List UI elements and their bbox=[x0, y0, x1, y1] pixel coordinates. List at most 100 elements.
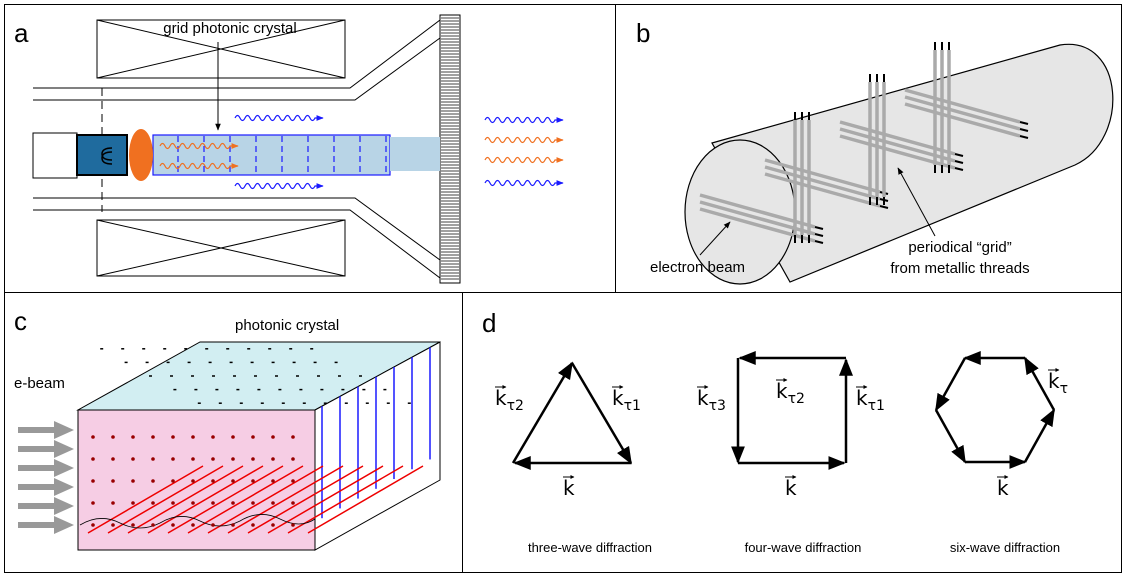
dot bbox=[211, 435, 215, 439]
dot bbox=[151, 457, 155, 461]
dot bbox=[251, 479, 255, 483]
dot bbox=[271, 435, 275, 439]
vector-label: k bbox=[563, 476, 575, 500]
dot bbox=[191, 523, 195, 527]
dot bbox=[131, 501, 135, 505]
caption: three-wave diffraction bbox=[528, 540, 652, 555]
crystal-label: photonic crystal bbox=[235, 317, 339, 334]
vector-label: kτ1 bbox=[612, 386, 641, 414]
vector-base: k bbox=[776, 379, 788, 403]
grid-label: periodical “grid” bbox=[908, 239, 1011, 256]
dot bbox=[111, 457, 115, 461]
beam-arrow bbox=[18, 516, 74, 534]
vector-label: k bbox=[785, 476, 797, 500]
dot bbox=[251, 523, 255, 527]
dot bbox=[271, 479, 275, 483]
panel-letter: d bbox=[482, 308, 496, 338]
dot bbox=[131, 435, 135, 439]
dot bbox=[291, 523, 295, 527]
vector-sub: τ1 bbox=[624, 398, 641, 414]
dot bbox=[231, 501, 235, 505]
vector-label: k bbox=[997, 476, 1009, 500]
panel-b: b electron beam periodical “grid” from m… bbox=[636, 18, 1113, 284]
dot bbox=[291, 479, 295, 483]
beam-arrow bbox=[18, 421, 74, 439]
vector-base: k bbox=[856, 386, 868, 410]
beam-arrow bbox=[18, 440, 74, 458]
dot bbox=[251, 501, 255, 505]
vector-label: kτ3 bbox=[697, 386, 726, 414]
panel-letter: c bbox=[14, 306, 27, 336]
dot bbox=[251, 457, 255, 461]
wave bbox=[235, 184, 323, 189]
dot bbox=[171, 501, 175, 505]
dot bbox=[191, 479, 195, 483]
vector-sub: τ1 bbox=[868, 398, 885, 414]
panel-letter: a bbox=[14, 18, 29, 48]
beam-arrow bbox=[18, 497, 74, 515]
dot bbox=[191, 501, 195, 505]
vector-label: kτ2 bbox=[776, 379, 805, 407]
vector-base: k bbox=[997, 476, 1009, 500]
dot bbox=[91, 457, 95, 461]
vector-base: k bbox=[697, 386, 709, 410]
dot bbox=[131, 523, 135, 527]
dot bbox=[211, 501, 215, 505]
vector-base: k bbox=[1048, 369, 1060, 393]
dot bbox=[91, 523, 95, 527]
dot bbox=[211, 523, 215, 527]
dot bbox=[151, 523, 155, 527]
dot bbox=[151, 435, 155, 439]
dot bbox=[291, 501, 295, 505]
dot bbox=[271, 457, 275, 461]
beam-label: electron beam bbox=[650, 259, 745, 276]
crystal-label: grid photonic crystal bbox=[163, 20, 296, 37]
dot bbox=[171, 457, 175, 461]
beam-arrow bbox=[18, 459, 74, 477]
dot bbox=[231, 479, 235, 483]
figure: a grid photonic crystal b electron beam bbox=[0, 0, 1126, 577]
dot bbox=[291, 457, 295, 461]
dot bbox=[131, 457, 135, 461]
vector-label: kτ bbox=[1048, 369, 1068, 397]
dot bbox=[191, 435, 195, 439]
dot bbox=[91, 479, 95, 483]
vector-base: k bbox=[785, 476, 797, 500]
dot bbox=[91, 435, 95, 439]
dot bbox=[251, 435, 255, 439]
dot bbox=[91, 501, 95, 505]
vector-sub: τ bbox=[1060, 381, 1068, 397]
vector-sub: τ3 bbox=[709, 398, 726, 414]
beam-arrow bbox=[18, 478, 74, 496]
vector-base: k bbox=[563, 476, 575, 500]
dot bbox=[231, 435, 235, 439]
caption: four-wave diffraction bbox=[745, 540, 862, 555]
vector-sub: τ2 bbox=[788, 391, 805, 407]
dot bbox=[151, 479, 155, 483]
dot bbox=[171, 523, 175, 527]
vector-sub: τ2 bbox=[507, 398, 524, 414]
dot bbox=[271, 501, 275, 505]
dot bbox=[211, 457, 215, 461]
vector-base: k bbox=[612, 386, 624, 410]
dot bbox=[111, 435, 115, 439]
grid-label: from metallic threads bbox=[890, 260, 1029, 277]
dot bbox=[231, 523, 235, 527]
dot bbox=[171, 435, 175, 439]
dot bbox=[231, 457, 235, 461]
dot bbox=[171, 479, 175, 483]
wave bbox=[485, 181, 563, 186]
dot bbox=[291, 435, 295, 439]
panel-a: a grid photonic crystal bbox=[14, 15, 563, 283]
panel-c: c photonic crystal e-beam bbox=[14, 306, 440, 550]
dot bbox=[151, 501, 155, 505]
wave bbox=[235, 116, 323, 121]
dot bbox=[131, 479, 135, 483]
vector-label: kτ2 bbox=[495, 386, 524, 414]
wave bbox=[485, 138, 563, 143]
dot bbox=[191, 457, 195, 461]
vector-base: k bbox=[495, 386, 507, 410]
beam-label: e-beam bbox=[14, 375, 65, 392]
dot bbox=[111, 523, 115, 527]
